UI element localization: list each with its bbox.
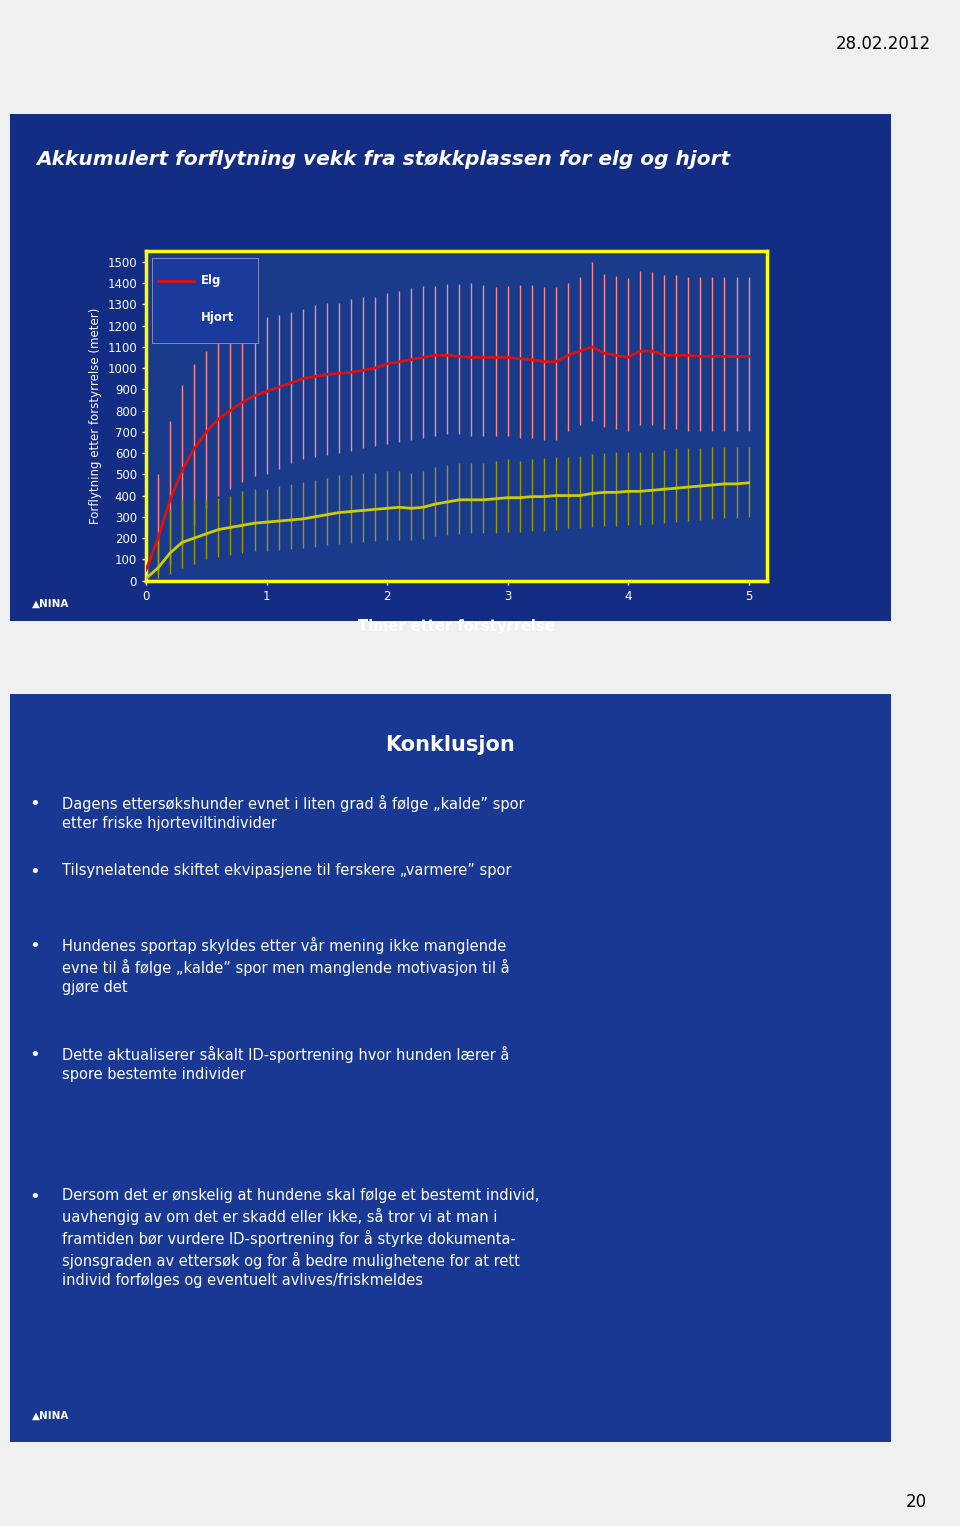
Text: Timer etter forstyrrelse: Timer etter forstyrrelse bbox=[358, 618, 555, 633]
Y-axis label: Forflytning etter forstyrrelse (meter): Forflytning etter forstyrrelse (meter) bbox=[88, 308, 102, 523]
Text: •: • bbox=[29, 795, 39, 813]
Text: •: • bbox=[29, 1045, 39, 1064]
Text: •: • bbox=[29, 1187, 39, 1206]
Text: Konklusjon: Konklusjon bbox=[385, 736, 515, 755]
Text: Dersom det er ønskelig at hundene skal følge et bestemt individ,
uavhengig av om: Dersom det er ønskelig at hundene skal f… bbox=[62, 1187, 540, 1288]
Text: •: • bbox=[29, 862, 39, 881]
Text: 20: 20 bbox=[905, 1492, 926, 1511]
Text: Dagens ettersøkshunder evnet i liten grad å følge „kalde” spor
etter friske hjor: Dagens ettersøkshunder evnet i liten gra… bbox=[62, 795, 525, 832]
Text: Tilsynelatende skiftet ekvipasjene til ferskere „varmere” spor: Tilsynelatende skiftet ekvipasjene til f… bbox=[62, 862, 512, 877]
Text: Hundenes sportap skyldes etter vår mening ikke manglende
evne til å følge „kalde: Hundenes sportap skyldes etter vår menin… bbox=[62, 937, 510, 995]
Text: •: • bbox=[29, 937, 39, 955]
Text: 28.02.2012: 28.02.2012 bbox=[836, 35, 931, 53]
Text: Akkumulert forflytning vekk fra støkkplassen for elg og hjort: Akkumulert forflytning vekk fra støkkpla… bbox=[36, 150, 731, 169]
Text: ▲NINA: ▲NINA bbox=[32, 598, 69, 609]
Text: ▲NINA: ▲NINA bbox=[32, 1412, 69, 1421]
Text: Dette aktualiserer såkalt ID-sportrening hvor hunden lærer å
spore bestemte indi: Dette aktualiserer såkalt ID-sportrening… bbox=[62, 1045, 510, 1082]
